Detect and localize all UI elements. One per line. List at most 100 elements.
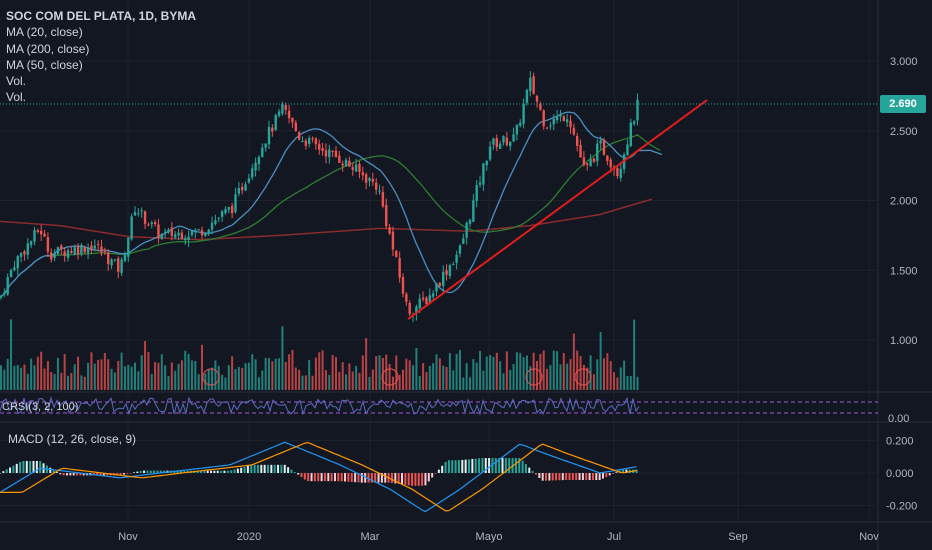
candle-body [157, 224, 160, 239]
volume-bar [616, 377, 619, 390]
volume-bar [324, 370, 327, 390]
candle-body [509, 141, 512, 147]
candle-body [405, 293, 408, 302]
macd-hist-bar [350, 473, 353, 482]
macd-hist-bar [240, 467, 243, 473]
price-tick-label: 3.000 [890, 56, 918, 68]
candle-body [381, 191, 385, 207]
volume-bar [502, 373, 505, 390]
volume-bar [529, 366, 532, 390]
candle-body [609, 159, 612, 168]
volume-bar [36, 356, 39, 390]
macd-hist-bar [535, 473, 537, 475]
volume-bar [164, 365, 167, 390]
volume-bar [579, 356, 582, 390]
volume-bar [435, 354, 438, 390]
date-tick-label: Nov [859, 531, 879, 543]
candle-body [241, 186, 244, 191]
volume-bar [442, 365, 445, 390]
macd-hist-bar [558, 473, 561, 481]
macd-hist-bar [223, 470, 226, 473]
macd-hist-bar [508, 458, 511, 473]
volume-bar [512, 364, 515, 390]
volume-bar [288, 354, 291, 390]
candle-body [354, 164, 358, 172]
candle-body [96, 243, 100, 245]
macd-hist-bar [72, 473, 75, 476]
candle-body [257, 157, 261, 165]
macd-hist-bar [263, 464, 266, 473]
date-tick-label: Jul [607, 531, 621, 543]
candle-body [0, 295, 3, 298]
price-tick-label: 1.000 [890, 335, 918, 347]
macd-hist-bar [538, 473, 541, 478]
volume-bar [227, 365, 230, 390]
macd-hist-bar [494, 458, 497, 473]
macd-hist-bar [290, 469, 293, 473]
candle-body [123, 254, 127, 261]
indicator-ma200[interactable]: MA (200, close) [6, 41, 90, 56]
candle-body [33, 230, 36, 242]
macd-hist-bar [313, 473, 316, 482]
volume-bar [67, 375, 69, 390]
volume-bar [345, 374, 348, 390]
macd-hist-bar [501, 458, 504, 473]
volume-bar [140, 355, 143, 390]
candle-body [458, 245, 462, 254]
volume-bar [190, 360, 193, 390]
volume-bar [43, 368, 46, 390]
volume-bar [3, 369, 6, 390]
volume-bar [40, 351, 43, 390]
volume-bar [361, 355, 364, 390]
candle-body [421, 297, 425, 300]
indicator-ma20[interactable]: MA (20, close) [6, 25, 83, 40]
candle-body [589, 159, 592, 167]
macd-hist-bar [133, 472, 135, 473]
candle-body [204, 232, 207, 236]
candle-body [60, 245, 63, 250]
candle-body [277, 111, 281, 116]
macd-hist-bar [256, 464, 259, 473]
symbol-title[interactable]: SOC COM DEL PLATA, 1D, BYMA [6, 9, 197, 23]
candle-body [314, 138, 318, 145]
volume-bar [348, 363, 351, 390]
candle-body [525, 89, 529, 103]
macd-hist-bar [307, 473, 310, 482]
candle-body [495, 138, 498, 148]
indicator-legend: SOC COM DEL PLATA, 1D, BYMA MA (20, clos… [6, 8, 196, 106]
indicator-vol-2[interactable]: Vol. [6, 90, 27, 105]
candle-body [83, 246, 86, 253]
volume-bar [16, 365, 19, 390]
volume-bar [391, 376, 394, 390]
candle-body [247, 178, 251, 183]
indicator-ma50[interactable]: MA (50, close) [6, 57, 83, 72]
macd-hist-bar [390, 473, 393, 483]
candle-body [230, 205, 234, 214]
candle-body [70, 251, 73, 253]
macd-hist-bar [9, 467, 12, 473]
volume-bar [428, 365, 431, 390]
candle-body [351, 167, 354, 170]
candle-body [184, 237, 187, 241]
volume-bar [33, 365, 36, 390]
candle-body [150, 222, 153, 225]
macd-hist-bar [531, 471, 534, 473]
candle-body [341, 163, 344, 166]
crsi-tick-label: 0.00 [888, 413, 909, 425]
candle-body [545, 127, 549, 129]
macd-hist-bar [461, 459, 464, 473]
candle-body [428, 295, 431, 303]
candle-body [569, 120, 572, 128]
volume-bar [147, 351, 150, 390]
candle-body [207, 229, 210, 234]
macd-tick-label: 0.200 [886, 436, 914, 448]
signal-line [0, 442, 637, 512]
indicator-vol-1[interactable]: Vol. [6, 74, 27, 89]
candle-body [127, 237, 130, 257]
volume-bar [0, 365, 2, 390]
candle-body [468, 219, 472, 224]
candle-body [147, 224, 150, 226]
macd-hist-bar [437, 469, 440, 473]
candle-body [26, 243, 29, 255]
